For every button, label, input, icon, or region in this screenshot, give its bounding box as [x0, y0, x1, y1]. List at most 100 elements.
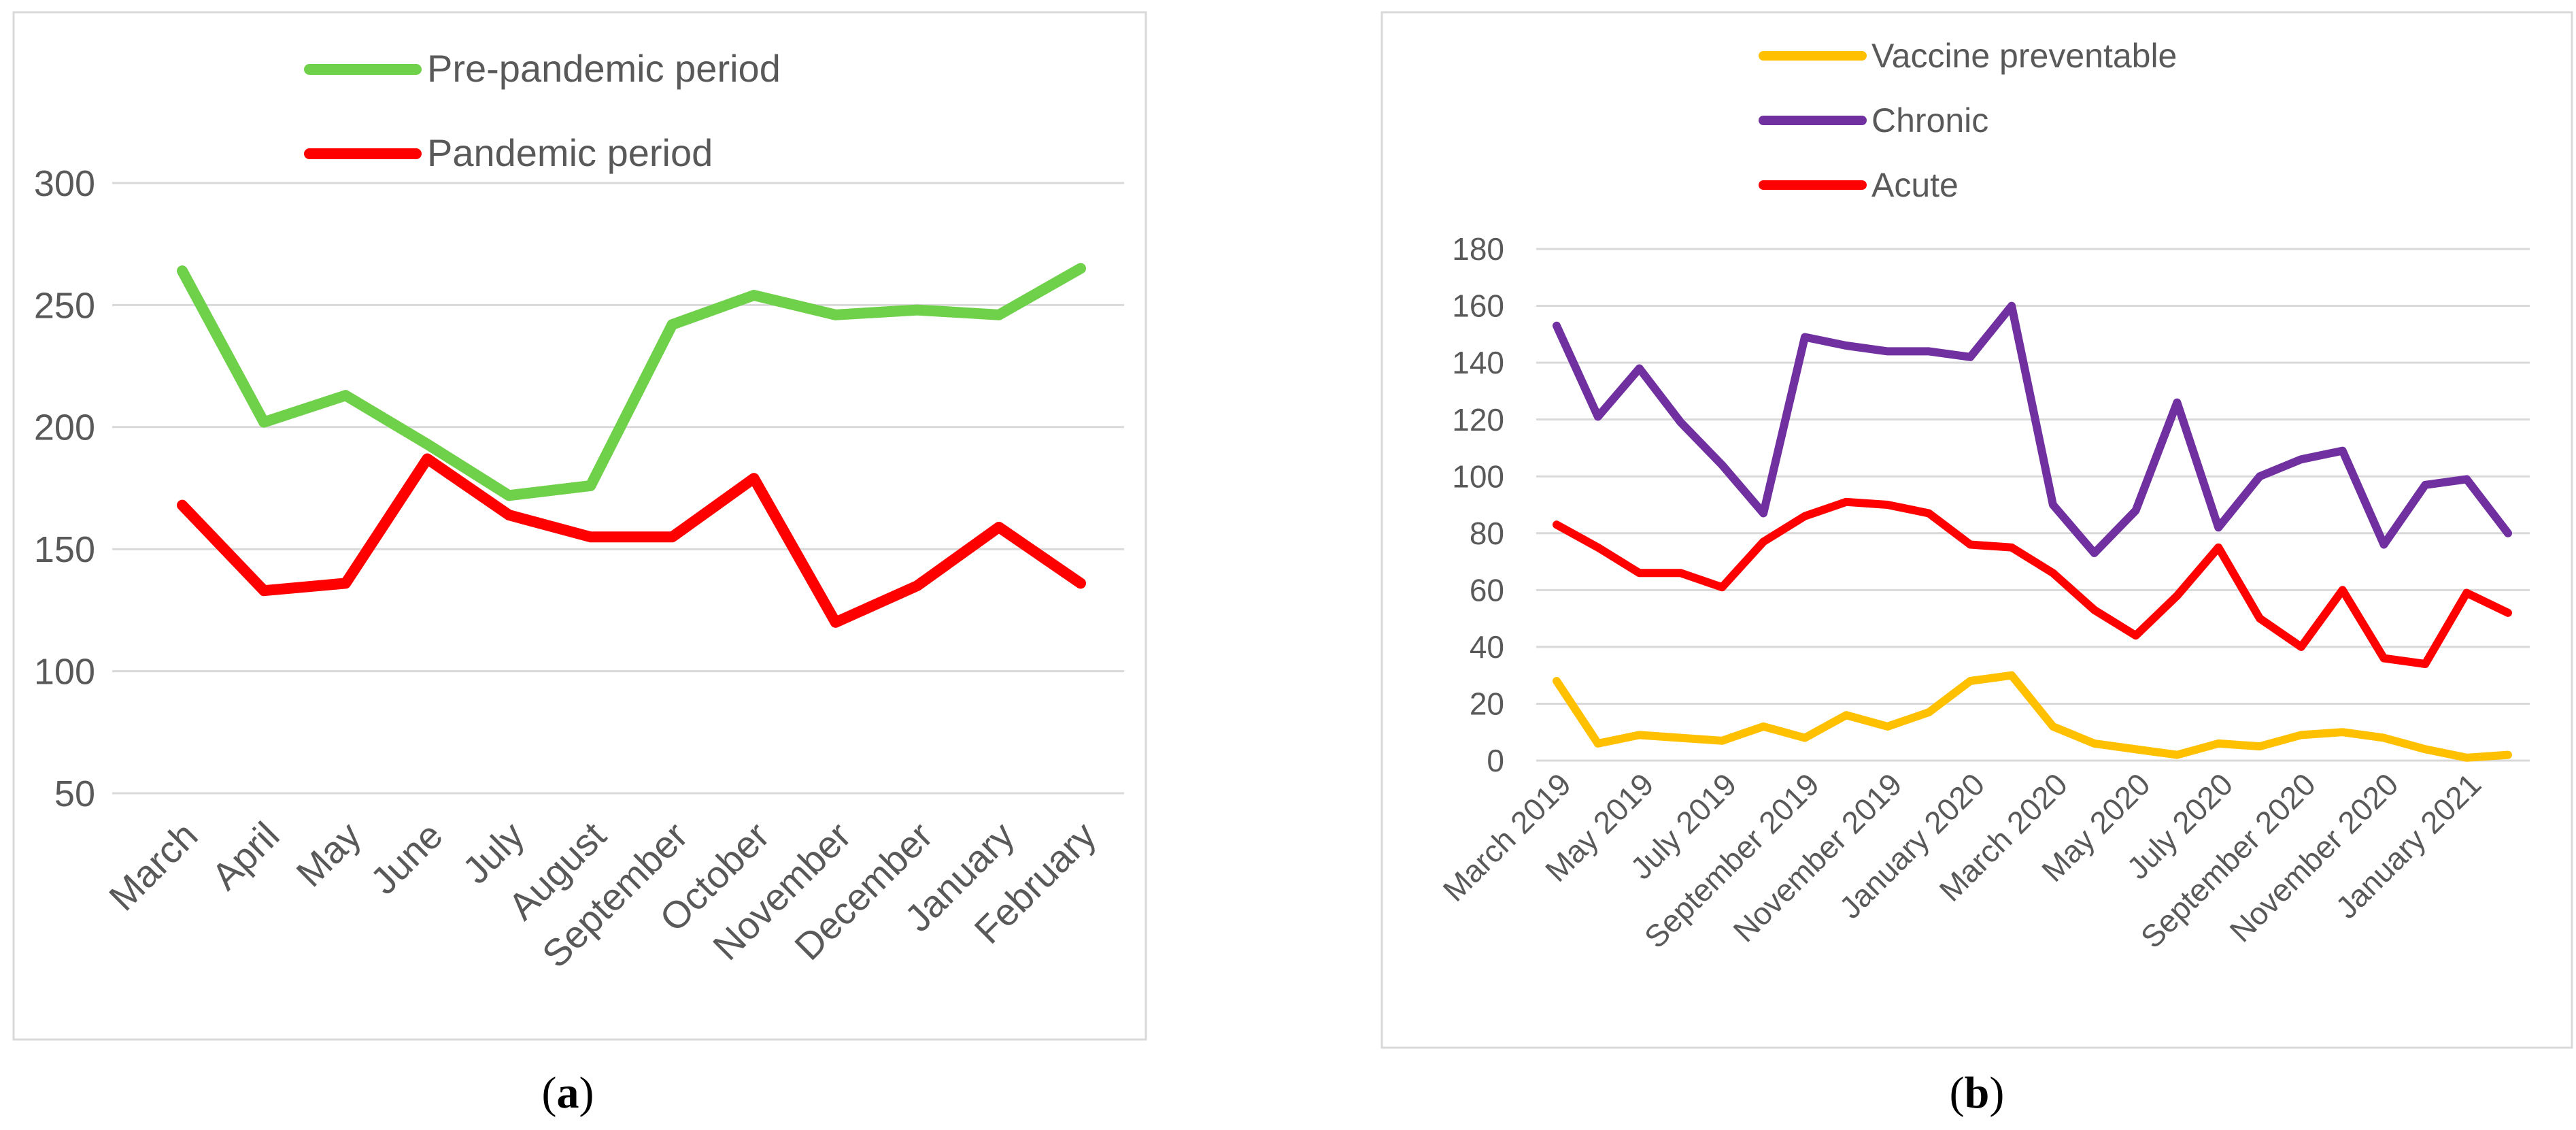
y-tick-label-150: 150 [34, 529, 95, 570]
data-point-vaccine-preventable-7 [1842, 712, 1850, 719]
chart-a-legend: Pre-pandemic period Pandemic period [304, 47, 781, 174]
data-point-vaccine-preventable-12 [2049, 722, 2056, 730]
data-point-pre-pandemic-period-11 [1076, 263, 1085, 273]
data-point-acute-6 [1801, 512, 1808, 520]
data-point-acute-16 [2215, 544, 2222, 551]
series-line-acute [1553, 497, 2512, 668]
data-point-acute-7 [1842, 498, 1850, 505]
data-point-vaccine-preventable-21 [2422, 746, 2429, 753]
data-point-acute-4 [1718, 584, 1726, 591]
chart-b-y-axis: 0 20 40 60 80 100 120 140 160 180 [1452, 231, 1504, 778]
y-tick-label-160: 160 [1452, 288, 1504, 324]
data-point-pre-pandemic-period-3 [422, 439, 433, 449]
data-point-pre-pandemic-period-9 [912, 305, 922, 315]
data-point-chronic-18 [2297, 456, 2305, 463]
series-line-pandemic-period [177, 453, 1086, 628]
series-line-chronic [1553, 301, 2512, 557]
data-point-acute-14 [2132, 632, 2139, 639]
chart-b-series [1553, 301, 2512, 762]
data-point-vaccine-preventable-9 [1925, 709, 1933, 716]
data-point-chronic-0 [1553, 322, 1560, 329]
data-point-pandemic-period-7 [749, 473, 759, 484]
data-point-chronic-11 [2008, 302, 2016, 310]
data-point-pandemic-period-9 [912, 581, 922, 591]
data-point-chronic-8 [1884, 348, 1891, 355]
data-point-chronic-4 [1718, 461, 1726, 469]
data-point-chronic-10 [1967, 353, 1974, 361]
data-point-chronic-20 [2380, 541, 2388, 548]
data-point-chronic-21 [2422, 481, 2429, 488]
data-point-acute-18 [2297, 643, 2305, 650]
data-point-chronic-19 [2339, 447, 2346, 454]
data-point-acute-23 [2505, 609, 2511, 616]
y-tick-label-80: 80 [1470, 516, 1504, 551]
data-point-pandemic-period-10 [994, 522, 1004, 532]
data-point-pandemic-period-6 [667, 532, 677, 542]
data-point-acute-13 [2090, 606, 2098, 614]
data-point-acute-8 [1884, 501, 1891, 508]
data-point-vaccine-preventable-17 [2256, 743, 2263, 750]
chart-a-gridlines [112, 182, 1124, 795]
y-tick-label-60: 60 [1470, 572, 1504, 608]
y-tick-label-100: 100 [1452, 459, 1504, 494]
data-point-vaccine-preventable-0 [1553, 678, 1560, 684]
legend-label-vaccine-preventable: Vaccine preventable [1871, 37, 2177, 75]
data-point-pre-pandemic-period-1 [259, 417, 269, 427]
data-point-chronic-22 [2463, 476, 2471, 483]
data-point-acute-0 [1553, 521, 1560, 529]
y-tick-label-180: 180 [1452, 231, 1504, 267]
data-point-pre-pandemic-period-5 [586, 480, 596, 491]
data-point-acute-19 [2339, 586, 2346, 594]
y-tick-label-300: 300 [34, 163, 95, 204]
data-point-acute-12 [2049, 569, 2056, 577]
data-point-pre-pandemic-period-2 [341, 390, 351, 401]
data-point-acute-5 [1760, 538, 1767, 546]
data-point-pandemic-period-5 [586, 532, 596, 542]
y-tick-label-40: 40 [1470, 629, 1504, 665]
data-point-acute-17 [2256, 615, 2263, 622]
data-point-vaccine-preventable-6 [1801, 734, 1808, 742]
data-point-vaccine-preventable-16 [2215, 740, 2222, 747]
data-point-pre-pandemic-period-6 [667, 320, 677, 330]
panel-b-caption: (b) [1950, 1068, 2005, 1118]
data-point-chronic-17 [2256, 473, 2263, 480]
data-point-vaccine-preventable-11 [2008, 671, 2016, 679]
data-point-vaccine-preventable-20 [2380, 734, 2388, 742]
data-point-acute-21 [2422, 661, 2429, 667]
data-point-chronic-16 [2215, 524, 2222, 531]
data-point-vaccine-preventable-8 [1884, 722, 1891, 730]
series-line-vaccine-preventable [1553, 671, 2512, 762]
y-tick-label-100: 100 [34, 652, 95, 693]
data-point-pandemic-period-0 [177, 500, 187, 510]
y-tick-label-140: 140 [1452, 345, 1504, 380]
y-tick-label-200: 200 [34, 408, 95, 448]
data-point-vaccine-preventable-3 [1677, 734, 1684, 742]
data-point-chronic-23 [2505, 529, 2511, 537]
data-point-vaccine-preventable-18 [2297, 731, 2305, 739]
panel-a-caption-letter: a [557, 1068, 579, 1118]
data-point-vaccine-preventable-2 [1636, 731, 1643, 739]
data-point-acute-2 [1636, 569, 1643, 577]
chart-b-gridlines [1536, 248, 2530, 762]
data-point-acute-9 [1925, 510, 1933, 517]
series-line-pre-pandemic-period [177, 263, 1086, 501]
data-point-vaccine-preventable-4 [1718, 737, 1726, 744]
data-point-chronic-2 [1636, 365, 1643, 372]
data-point-vaccine-preventable-19 [2339, 729, 2346, 736]
data-point-acute-10 [1967, 541, 1974, 548]
legend-label-pre-pandemic: Pre-pandemic period [427, 47, 781, 90]
data-point-chronic-13 [2090, 550, 2098, 556]
data-point-vaccine-preventable-10 [1967, 678, 1974, 684]
data-point-vaccine-preventable-13 [2090, 740, 2098, 747]
data-point-pre-pandemic-period-4 [504, 491, 514, 501]
data-point-chronic-6 [1801, 333, 1808, 341]
data-point-pandemic-period-3 [422, 454, 433, 464]
y-tick-label-250: 250 [34, 285, 95, 326]
panel-b-caption-letter: b [1965, 1068, 1990, 1118]
data-point-chronic-9 [1925, 348, 1933, 355]
data-point-acute-11 [2008, 544, 2016, 551]
data-point-vaccine-preventable-1 [1594, 740, 1601, 747]
data-point-pandemic-period-11 [1076, 578, 1085, 588]
